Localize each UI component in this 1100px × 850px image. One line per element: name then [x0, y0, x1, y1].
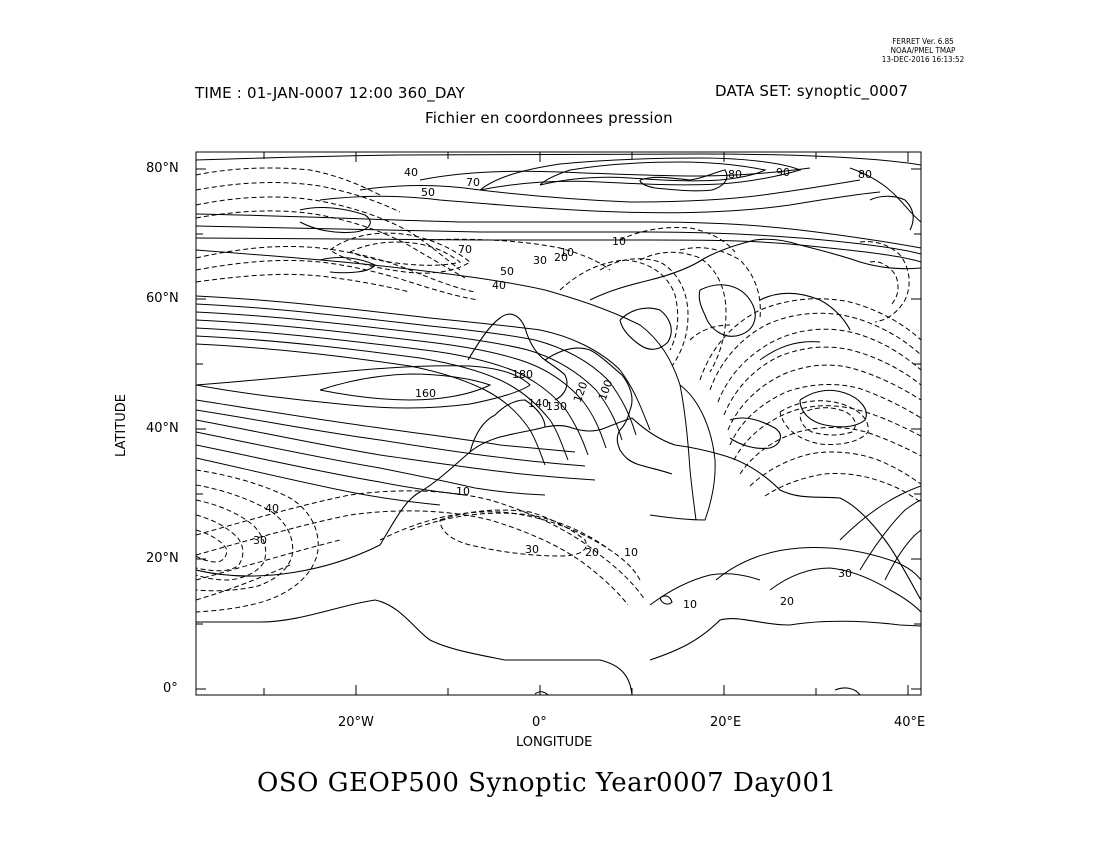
contour-label-40a: 40 — [404, 166, 418, 179]
plot-subtitle: Fichier en coordonnees pression — [425, 109, 673, 127]
contour-label-40b: 40 — [492, 279, 506, 292]
ferret-org: NOAA/PMEL TMAP — [890, 46, 956, 55]
ferret-version: FERRET Ver. 6.85 — [892, 37, 954, 46]
ytick-40n: 40°N — [146, 421, 179, 436]
contour-label-90: 90 — [776, 166, 790, 179]
contour-label-140: 140 — [528, 397, 549, 410]
xtick-20e: 20°E — [710, 715, 742, 730]
contour-label-50b: 50 — [500, 265, 514, 278]
contour-label-10b: 10 — [612, 235, 626, 248]
contour-label-50a: 50 — [421, 186, 435, 199]
positive-contours — [196, 153, 921, 613]
contour-label-30b: 30 — [525, 543, 539, 556]
axis-ticks — [196, 152, 921, 695]
ytick-0: 0° — [163, 681, 178, 696]
xtick-20w: 20°W — [338, 715, 374, 730]
ferret-timestamp: 13-DEC-2016 16:13:52 — [881, 55, 965, 64]
contour-label-20b: 20 — [585, 546, 599, 559]
contour-label-10d: 10 — [624, 546, 638, 559]
contour-label-30d: 30 — [838, 567, 852, 580]
contour-label-30a: 30 — [533, 254, 547, 267]
bottom-title: OSO GEOP500 Synoptic Year0007 Day001 — [257, 768, 837, 798]
contour-label-160: 160 — [415, 387, 436, 400]
negative-contours — [196, 167, 921, 613]
contour-labels: 160 180 140 130 120 100 90 80 80 70 70 5… — [253, 166, 872, 611]
contour-label-80a: 80 — [728, 168, 742, 181]
plot-frame — [195, 151, 922, 696]
ytick-20n: 20°N — [146, 551, 179, 566]
ytick-80n: 80°N — [146, 161, 179, 176]
contour-label-40c: 40 — [265, 502, 279, 515]
contour-label-20a: 20 — [554, 251, 568, 264]
coastlines — [196, 169, 921, 695]
contour-label-10a: 10 — [560, 246, 574, 259]
time-label: TIME : 01-JAN-0007 12:00 360_DAY — [195, 84, 465, 102]
contour-label-120: 120 — [571, 380, 590, 404]
contour-label-20c: 20 — [780, 595, 794, 608]
contour-label-70a: 70 — [466, 176, 480, 189]
xtick-0: 0° — [532, 715, 547, 730]
contour-label-10e: 10 — [683, 598, 697, 611]
contour-label-180: 180 — [512, 368, 533, 381]
contour-label-100: 100 — [596, 378, 615, 402]
ytick-60n: 60°N — [146, 291, 179, 306]
contour-label-130: 130 — [546, 400, 567, 413]
contour-label-30c: 30 — [253, 534, 267, 547]
contour-label-70b: 70 — [458, 243, 472, 256]
contour-label-80b: 80 — [858, 168, 872, 181]
ferret-version-stamp: FERRET Ver. 6.85 NOAA/PMEL TMAP 13-DEC-2… — [868, 37, 978, 64]
x-axis-title: LONGITUDE — [516, 735, 593, 750]
xtick-40e: 40°E — [894, 715, 926, 730]
contour-label-10c: 10 — [456, 485, 470, 498]
dataset-label: DATA SET: synoptic_0007 — [715, 82, 909, 100]
